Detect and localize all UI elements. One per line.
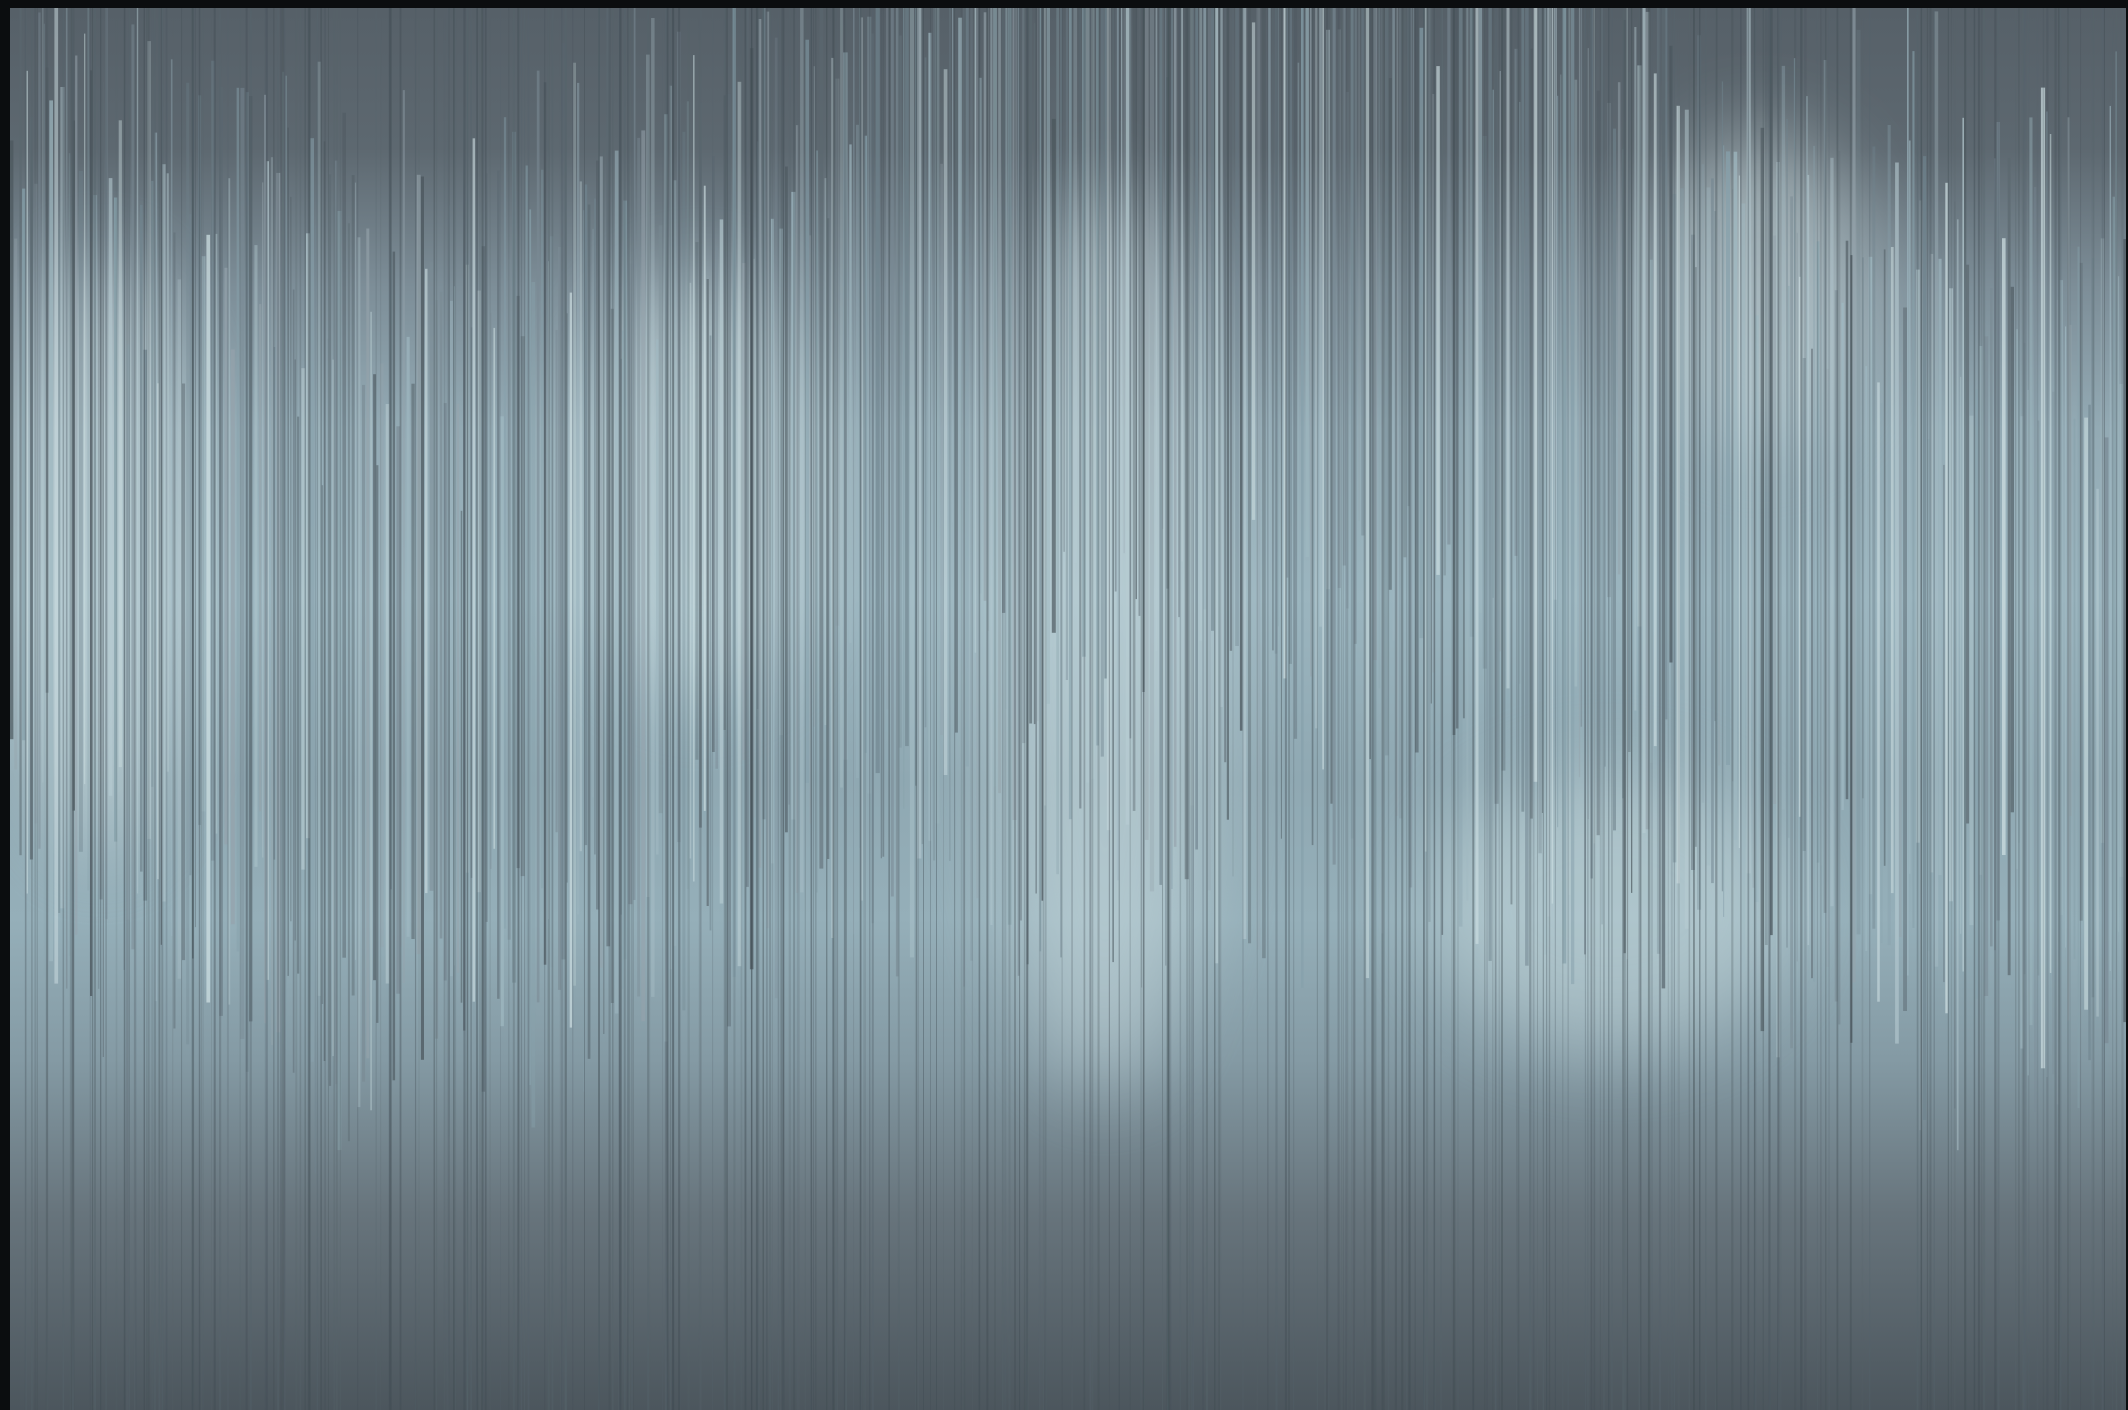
vertical-streak-pattern (10, 8, 2126, 1410)
streaked-abstract-image (10, 8, 2126, 1410)
